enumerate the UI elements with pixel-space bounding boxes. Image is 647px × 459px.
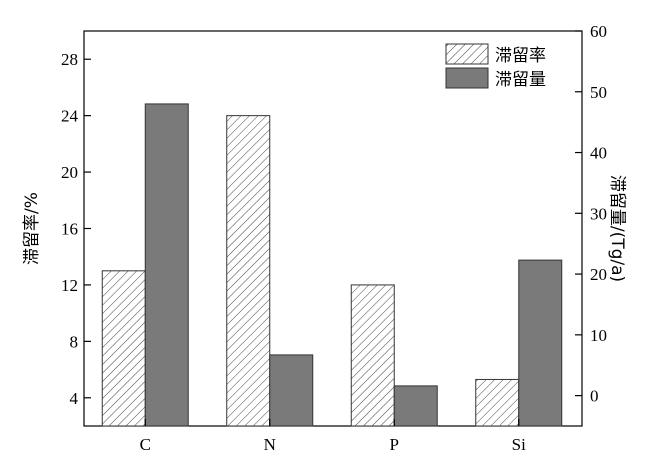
y-right-tick-label: 10	[590, 326, 607, 345]
legend-swatch-rate	[445, 43, 489, 65]
legend-label-amount: 滞留量	[495, 70, 546, 90]
bars	[101, 103, 563, 427]
y-left-tick-label: 12	[61, 276, 78, 295]
y-right-tick-label: 30	[590, 204, 607, 223]
bar-C-amount	[144, 103, 189, 427]
y-left-tick-label: 20	[61, 163, 78, 182]
bar-Si-amount	[518, 259, 563, 427]
x-tick-label: Si	[512, 435, 526, 454]
bar-N-amount	[269, 354, 314, 427]
y-right-tick-label: 60	[590, 22, 607, 41]
x-tick-label: N	[264, 435, 276, 454]
y-right-tick-label: 40	[590, 144, 607, 163]
y-right-tick-label: 0	[590, 387, 599, 406]
ticks: 4 8 12 16 20 24 28 0 10 20 30 40 50 60 C N P Si	[61, 22, 607, 454]
y-axis-left-title: 滞留率/%	[22, 192, 42, 265]
bar-P-amount	[393, 385, 438, 427]
y-axis-right-title: 滞留量/(Tg/a)	[607, 175, 627, 282]
bar-N-rate	[226, 115, 271, 427]
legend-label-rate: 滞留率	[495, 46, 546, 66]
legend-swatch-amount	[445, 67, 489, 89]
legend: 滞留率 滞留量	[445, 43, 546, 90]
y-right-tick-label: 20	[590, 265, 607, 284]
x-tick-label: P	[390, 435, 399, 454]
y-left-tick-label: 16	[61, 220, 78, 239]
y-left-tick-label: 28	[61, 50, 78, 69]
bar-Si-rate	[475, 378, 520, 427]
y-left-tick-label: 8	[70, 332, 79, 351]
y-left-tick-label: 4	[70, 389, 79, 408]
bar-C-rate	[101, 270, 146, 427]
y-left-tick-label: 24	[61, 107, 79, 126]
y-right-tick-label: 50	[590, 83, 607, 102]
bar-P-rate	[350, 284, 395, 427]
x-tick-label: C	[140, 435, 151, 454]
